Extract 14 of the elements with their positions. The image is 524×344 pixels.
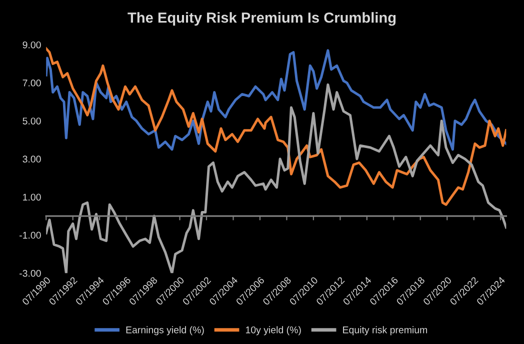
legend-label: Equity risk premium (343, 326, 427, 336)
y-tick-label: 3.00 (22, 156, 41, 163)
y-tick-label: 1.00 (23, 194, 41, 201)
line-series (46, 83, 506, 274)
chart-title: The Equity Risk Premium Is Crumbling (128, 12, 396, 26)
y-tick-label: 9.00 (22, 41, 41, 48)
legend-label: 10y yield (%) (246, 326, 301, 336)
y-tick-label: -1.00 (20, 232, 41, 239)
y-tick-label: 7.00 (22, 80, 41, 86)
legend-label: Earnings yield (%) (126, 326, 204, 336)
line-series (46, 47, 506, 206)
y-tick-label: -3.00 (20, 270, 41, 277)
y-tick-label: 5.00 (22, 118, 41, 124)
line-series (46, 49, 506, 151)
